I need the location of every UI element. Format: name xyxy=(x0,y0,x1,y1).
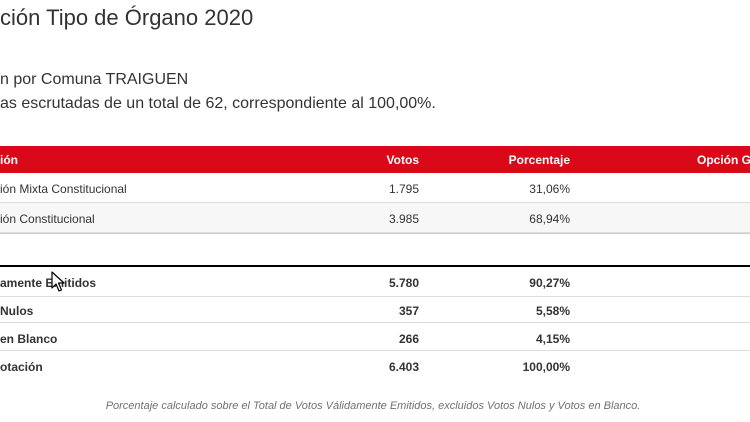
option-votes: 1.795 xyxy=(388,182,419,196)
column-winner: Opción G xyxy=(697,153,750,167)
totals-label: otación xyxy=(0,360,43,374)
option-label: ión Mixta Constitucional xyxy=(0,182,127,196)
totals-percent: 5,58% xyxy=(535,304,570,318)
totals-label: amente Emitidos xyxy=(0,276,97,290)
totals-percent: 100,00% xyxy=(522,360,570,374)
totals-votes: 357 xyxy=(398,304,419,318)
footnote-text: Porcentaje calculado sobre el Total de V… xyxy=(105,400,641,412)
option-votes: 3.985 xyxy=(388,212,419,226)
column-option: ión xyxy=(0,153,18,167)
totals-label: Nulos xyxy=(0,304,34,318)
mouse-cursor-icon xyxy=(51,271,65,292)
totals-row: amente Emitidos 5.780 90,27% xyxy=(0,267,750,297)
scrutiny-summary: as escrutadas de un total de 62, corresp… xyxy=(0,95,436,112)
results-table-header: ión Votos Porcentaje Opción G xyxy=(0,146,750,173)
totals-row: en Blanco 266 4,15% xyxy=(0,323,750,351)
totals-votes: 5.780 xyxy=(388,276,419,290)
table-row: ión Constitucional 3.985 68,94% xyxy=(0,203,750,233)
table-row: ión Mixta Constitucional 1.795 31,06% xyxy=(0,173,750,203)
row-divider xyxy=(0,233,750,234)
commune-subtitle: n por Comuna TRAIGUEN xyxy=(0,71,189,88)
footnote: Porcentaje calculado sobre el Total de V… xyxy=(0,400,750,412)
totals-votes: 6.403 xyxy=(388,360,419,374)
totals-label: en Blanco xyxy=(0,332,58,346)
totals-percent: 4,15% xyxy=(535,332,570,346)
option-percent: 68,94% xyxy=(529,212,570,226)
totals-divider xyxy=(0,265,750,267)
option-percent: 31,06% xyxy=(529,182,570,196)
page-title: ción Tipo de Órgano 2020 xyxy=(0,5,254,30)
option-label: ión Constitucional xyxy=(0,212,95,226)
column-percent: Porcentaje xyxy=(508,153,570,167)
totals-row: Nulos 357 5,58% xyxy=(0,295,750,323)
column-votes: Votos xyxy=(386,153,419,167)
totals-votes: 266 xyxy=(398,332,419,346)
totals-row: otación 6.403 100,00% xyxy=(0,351,750,379)
totals-percent: 90,27% xyxy=(529,276,570,290)
